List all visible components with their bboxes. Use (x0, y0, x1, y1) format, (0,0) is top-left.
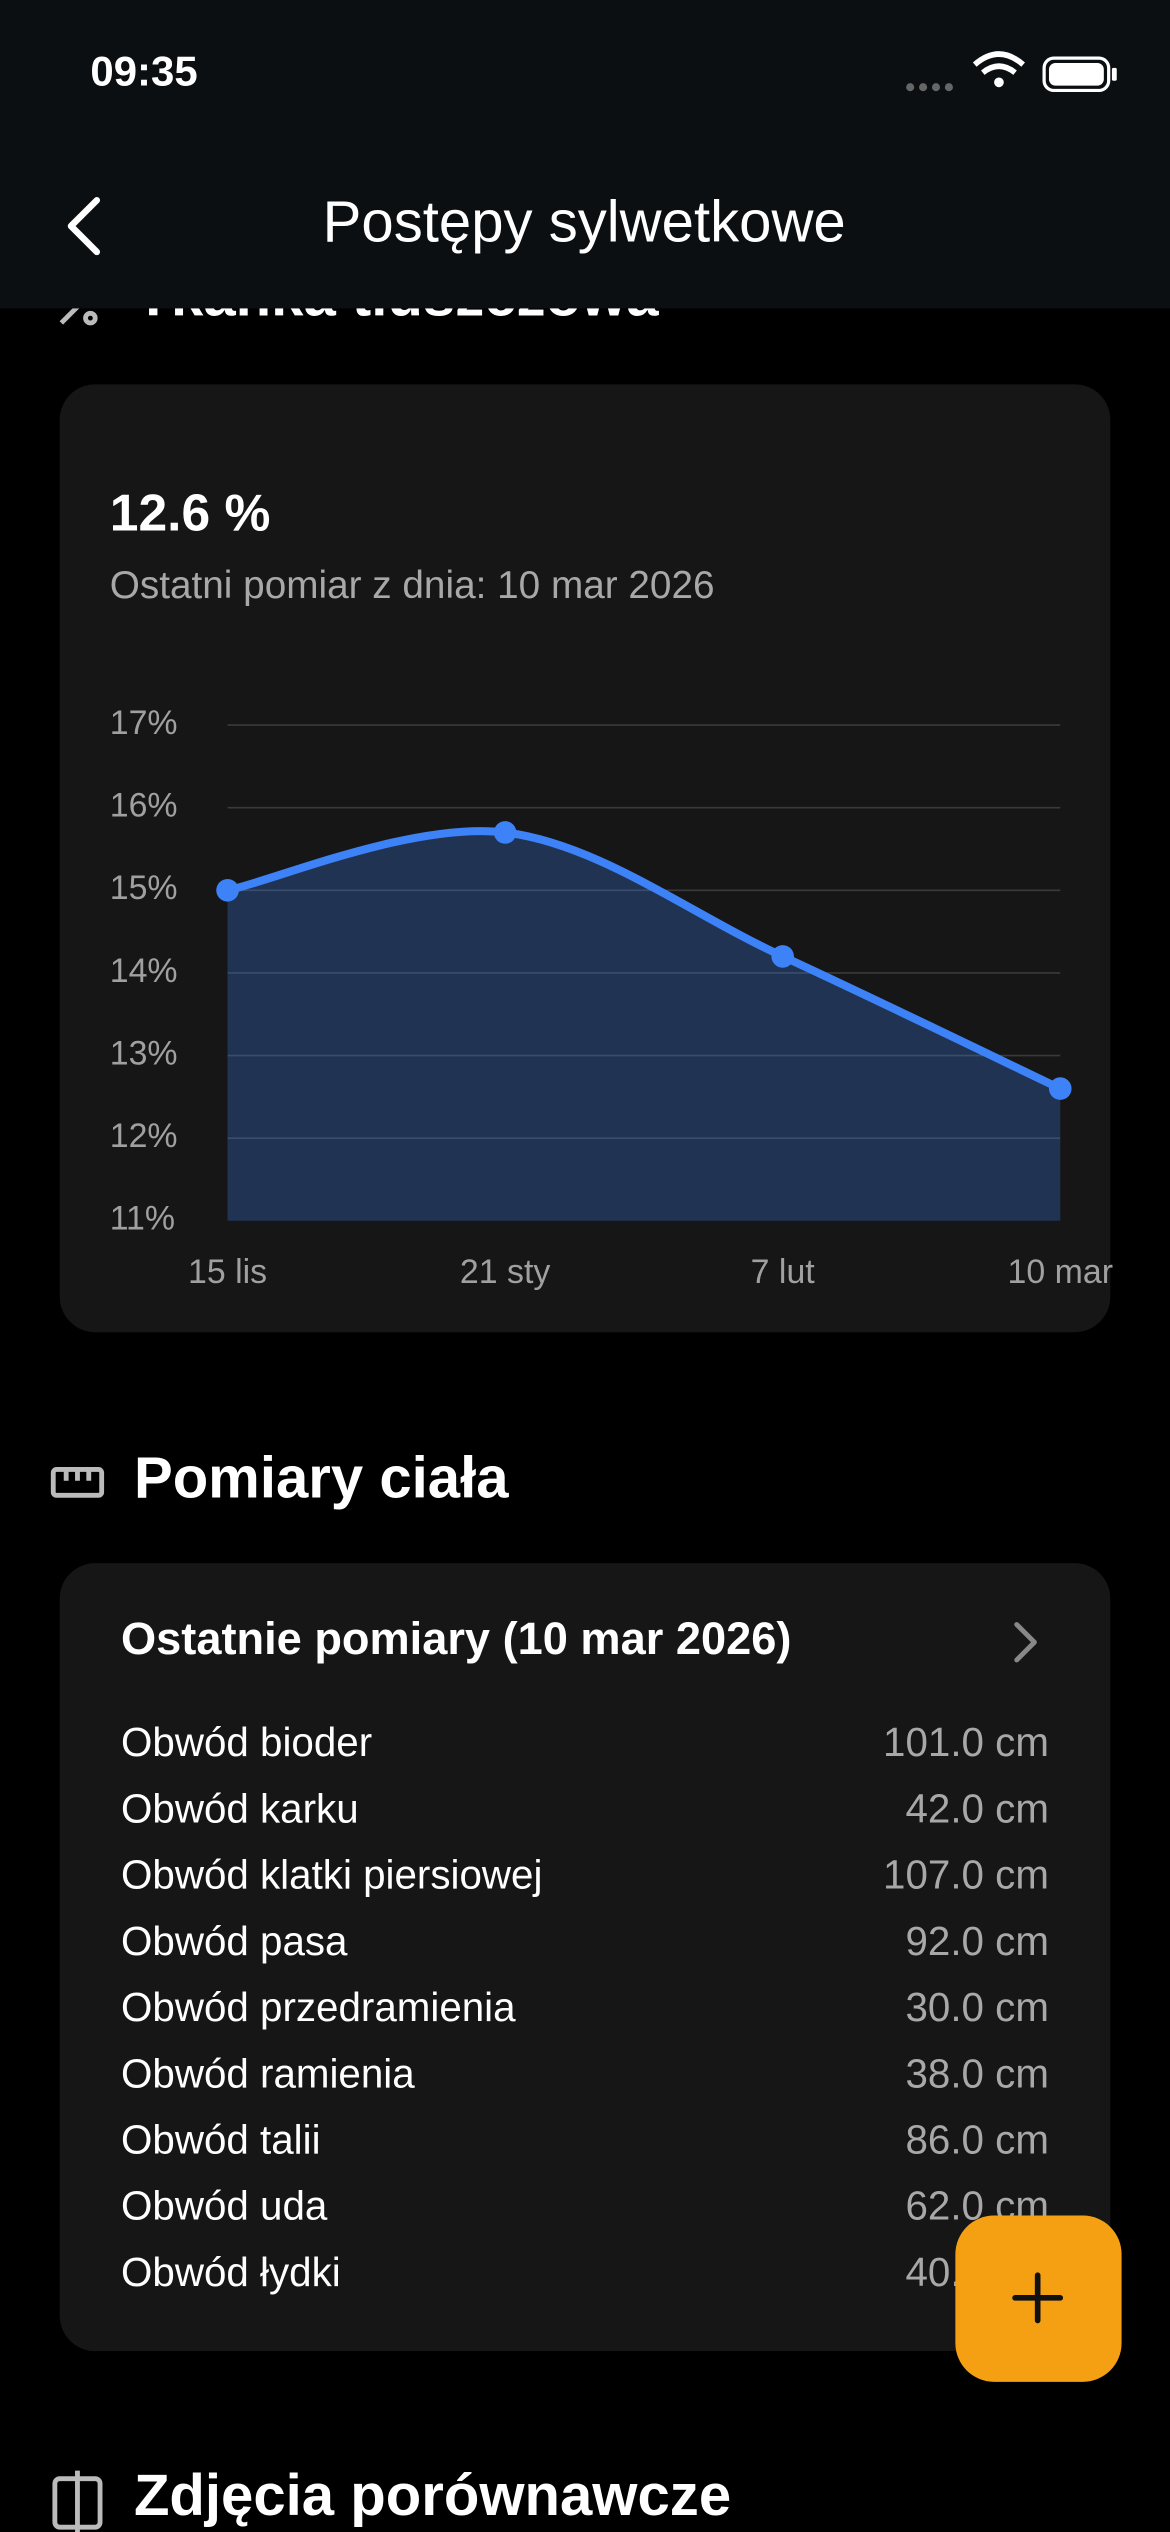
x-tick-label: 15 lis (188, 1253, 267, 1291)
row-value: 107.0 cm (883, 1852, 1049, 1898)
row-label: Obwód klatki piersiowej (121, 1852, 542, 1898)
row-value: 42.0 cm (905, 1785, 1048, 1831)
row-label: Obwód pasa (121, 1918, 348, 1964)
row-label: Obwód przedramienia (121, 1984, 516, 2030)
chevron (1014, 1622, 1037, 1663)
row-label: Obwód talii (121, 2116, 321, 2162)
nav-title: Postępy sylwetkowe (323, 189, 846, 254)
y-tick-label: 12% (110, 1117, 178, 1155)
x-tick-label: 10 mar (1008, 1253, 1113, 1291)
section-title: Pomiary ciała (134, 1446, 509, 1511)
row-value: 30.0 cm (905, 1984, 1048, 2030)
point (216, 878, 239, 902)
point (1048, 1077, 1072, 1100)
status-icons (906, 51, 1117, 93)
row-label: Obwód ramienia (121, 2050, 415, 2096)
fat-value: 12.6 % (110, 483, 271, 541)
row-label: Obwód karku (121, 1785, 359, 1831)
back-button[interactable] (67, 197, 101, 256)
row-value: 38.0 cm (905, 2050, 1048, 2096)
y-tick-label: 14% (110, 952, 178, 990)
card-title: Ostatnie pomiary (10 mar 2026) (121, 1613, 791, 1664)
y-tick-label: 16% (110, 787, 178, 825)
row-value: 86.0 cm (905, 2116, 1048, 2162)
y-tick-label: 15% (110, 869, 178, 907)
measurement-rows: Obwód bioder 101.0 cm Obwód karku 42.0 cm Ob… (121, 1719, 1049, 2295)
x-tick-label: 7 lut (751, 1253, 816, 1291)
y-tick-label: 17% (110, 704, 178, 742)
line (223, 827, 1065, 1093)
fat-subtitle: Ostatni pomiar z dnia: 10 mar 2026 (110, 564, 715, 607)
ruler-icon (50, 1467, 105, 1498)
area (227, 831, 1061, 1221)
x-tick-label: 21 sty (460, 1253, 550, 1291)
point (493, 821, 517, 844)
row-value: 92.0 cm (905, 1918, 1048, 1964)
status-time: 09:35 (90, 47, 197, 94)
y-tick-label: 11% (110, 1200, 175, 1238)
header (0, 0, 1170, 309)
row-label: Obwód łydki (121, 2249, 341, 2295)
measurements-card[interactable] (59, 1563, 1111, 2352)
photos-icon (52, 2470, 103, 2532)
fat-chart: 11% 12% 13% 14% 15% 16% 17% 15 lis 21 sty 7 lut 10… (110, 704, 1113, 1291)
add-button[interactable] (955, 2215, 1122, 2382)
point (771, 945, 794, 968)
y-tick-label: 13% (110, 1034, 178, 1072)
row-label: Obwód uda (121, 2183, 328, 2229)
row-value: 101.0 cm (883, 1719, 1049, 1765)
row-label: Obwód bioder (121, 1719, 372, 1765)
section-title: Zdjęcia porównawcze (134, 2463, 731, 2528)
